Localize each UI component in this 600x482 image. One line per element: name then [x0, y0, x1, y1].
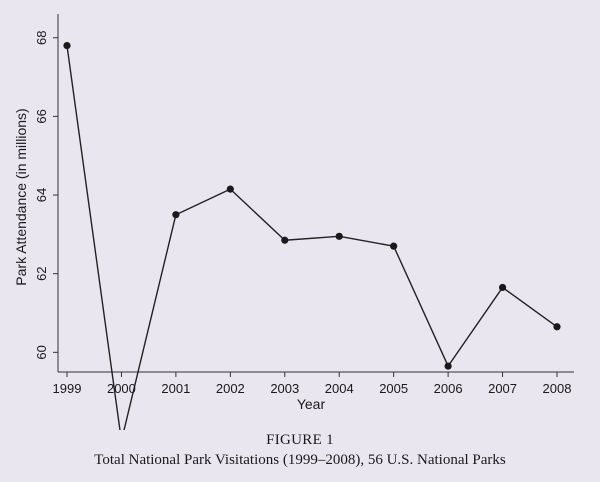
x-tick-label: 2007 — [488, 381, 517, 396]
data-point-1999 — [63, 41, 71, 50]
data-point-2007 — [498, 283, 507, 292]
data-point-2002 — [226, 185, 234, 193]
y-axis-title: Park Attendance (in millions) — [13, 108, 29, 285]
line-chart: 60 62 64 66 68 1999 2000 2001 2002 2003 2004 2005 2… — [13, 14, 574, 430]
y-tick-label: 60 — [34, 345, 49, 359]
data-point-2006 — [444, 362, 452, 370]
data-point-2001 — [172, 211, 180, 219]
data-point-2003 — [281, 236, 289, 244]
data-point-2004 — [335, 232, 343, 240]
x-tick-label: 2002 — [216, 381, 245, 396]
y-tick-label: 64 — [34, 188, 49, 202]
x-tick-label: 2000 — [107, 381, 136, 396]
y-tick-label: 68 — [34, 30, 49, 44]
figure-caption: Total National Park Visitations (1999–20… — [94, 452, 506, 468]
chart-axes — [57, 14, 574, 373]
series-layer — [63, 41, 561, 430]
y-tick-label: 62 — [34, 266, 49, 280]
x-tick-label: 2001 — [161, 381, 190, 396]
data-point-2008 — [553, 323, 561, 331]
x-tick-label: 2003 — [270, 381, 299, 396]
figure-label: FIGURE 1 — [266, 432, 334, 448]
x-tick-label: 2006 — [434, 381, 463, 396]
y-tick-label: 66 — [34, 109, 49, 123]
x-axis-ticks: 1999 2000 2001 2002 2003 2004 2005 2006 2007 2008 — [53, 372, 572, 396]
x-tick-label: 2005 — [379, 381, 408, 396]
series-line — [66, 45, 558, 430]
x-axis-title: Year — [297, 396, 326, 412]
x-tick-label: 2008 — [543, 381, 572, 396]
x-tick-label: 2004 — [325, 381, 354, 396]
data-point-2005 — [390, 242, 398, 250]
x-tick-label: 1999 — [53, 381, 82, 396]
y-axis-ticks: 60 62 64 66 68 — [34, 30, 58, 360]
